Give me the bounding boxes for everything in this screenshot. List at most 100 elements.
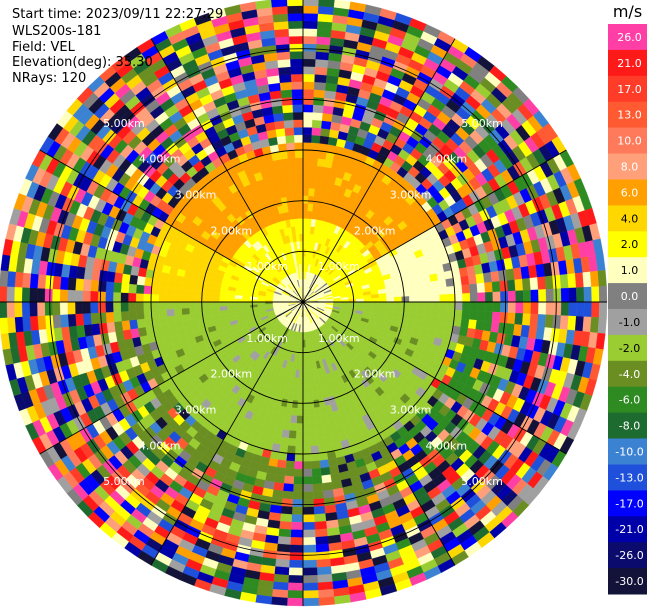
range-gate-cell	[135, 301, 144, 311]
range-gate-cell	[211, 297, 220, 303]
range-gate-cell	[355, 298, 364, 303]
colorbar-swatch	[608, 101, 647, 129]
range-gate-cell	[302, 491, 314, 500]
range-gate-cell	[44, 288, 53, 303]
range-gate-cell	[323, 428, 332, 438]
range-gate-cell	[545, 288, 554, 303]
range-gate-cell	[158, 309, 168, 318]
range-gate-cell	[378, 297, 387, 303]
range-gate-cell	[181, 307, 190, 315]
colorbar-tick-label: 26.0	[617, 31, 642, 44]
range-gate-cell	[273, 112, 285, 122]
range-gate-cell	[293, 468, 304, 477]
range-gate-cell	[0, 317, 9, 334]
range-gate-cell	[461, 310, 471, 320]
range-gate-cell	[277, 536, 291, 546]
range-gate-cell	[29, 315, 39, 331]
range-gate-cell	[150, 301, 159, 311]
range-gate-cell	[439, 301, 448, 310]
range-ring-label: 5.00km	[461, 117, 503, 130]
range-gate-cell	[431, 294, 440, 303]
range-gate-cell	[317, 436, 326, 446]
range-gate-cell	[298, 377, 304, 386]
range-gate-cell	[311, 468, 322, 477]
range-gate-cell	[308, 180, 316, 189]
range-gate-cell	[483, 320, 493, 332]
range-gate-cell	[302, 529, 316, 538]
range-gate-cell	[302, 415, 310, 424]
range-gate-cell	[287, 590, 304, 599]
range-gate-cell	[316, 36, 331, 46]
range-gate-cell	[82, 301, 91, 314]
range-gate-cell	[275, 128, 286, 138]
range-gate-cell	[297, 195, 304, 204]
range-gate-cell	[271, 105, 284, 115]
range-gate-cell	[242, 304, 251, 309]
colorbar-swatch	[608, 438, 647, 465]
range-gate-cell	[255, 0, 273, 10]
range-gate-cell	[281, 429, 290, 439]
range-ring-label: 3.00km	[390, 189, 432, 202]
range-gate-cell	[371, 297, 380, 303]
range-gate-cell	[291, 89, 304, 98]
range-gate-cell	[460, 275, 470, 286]
range-gate-cell	[98, 269, 108, 282]
range-gate-cell	[552, 274, 562, 290]
range-gate-cell	[321, 420, 331, 430]
range-gate-cell	[22, 316, 32, 332]
range-gate-cell	[308, 407, 316, 416]
range-ring-label: 4.00km	[426, 439, 468, 452]
range-gate-cell	[294, 225, 300, 235]
range-gate-cell	[424, 295, 433, 303]
range-gate-cell	[173, 308, 183, 316]
range-gate-cell	[204, 311, 214, 318]
range-gate-cell	[436, 271, 446, 281]
range-gate-cell	[318, 596, 335, 606]
colorbar-swatch	[608, 516, 647, 543]
range-gate-cell	[290, 521, 304, 531]
range-gate-cell	[128, 301, 137, 312]
range-gate-cell	[438, 309, 448, 318]
range-gate-cell	[302, 203, 309, 212]
range-gate-cell	[294, 453, 304, 462]
range-gate-cell	[574, 272, 584, 288]
range-gate-cell	[437, 316, 447, 325]
range-gate-cell	[302, 210, 308, 219]
range-gate-cell	[91, 268, 101, 281]
range-gate-cell	[302, 134, 312, 143]
colorbar-swatch	[608, 412, 647, 439]
range-gate-cell	[283, 475, 295, 485]
range-gate-cell	[52, 314, 62, 329]
range-gate-cell	[271, 489, 284, 499]
range-gate-cell	[313, 399, 320, 408]
range-gate-cell	[467, 319, 477, 330]
range-gate-cell	[582, 271, 592, 288]
range-gate-cell	[219, 301, 228, 307]
range-gate-cell	[295, 165, 304, 174]
range-gate-cell	[294, 218, 300, 227]
range-gate-cell	[97, 312, 107, 324]
colorbar-tick-label: 0.0	[621, 290, 639, 303]
range-gate-cell	[67, 277, 77, 291]
range-gate-cell	[315, 43, 331, 53]
range-gate-cell	[302, 590, 319, 599]
range-gate-cell	[290, 180, 298, 189]
range-ring-label: 1.00km	[318, 260, 360, 273]
colorbar-tick-label: 6.0	[621, 186, 639, 199]
range-gate-cell	[44, 301, 53, 316]
range-gate-cell	[302, 187, 310, 196]
colorbar-unit-label: m/s	[613, 2, 642, 21]
range-gate-cell	[290, 415, 298, 424]
colorbar-swatch	[608, 153, 647, 180]
range-gate-cell	[302, 225, 308, 234]
range-ring-label: 4.00km	[139, 439, 181, 452]
range-gate-cell	[196, 301, 205, 308]
range-gate-cell	[286, 445, 296, 454]
range-gate-cell	[285, 188, 293, 198]
range-gate-cell	[274, 28, 290, 38]
range-gate-cell	[290, 537, 304, 546]
range-gate-cell	[44, 314, 54, 330]
range-gate-cell	[316, 165, 325, 175]
range-gate-cell	[302, 51, 317, 60]
range-gate-cell	[431, 301, 440, 310]
